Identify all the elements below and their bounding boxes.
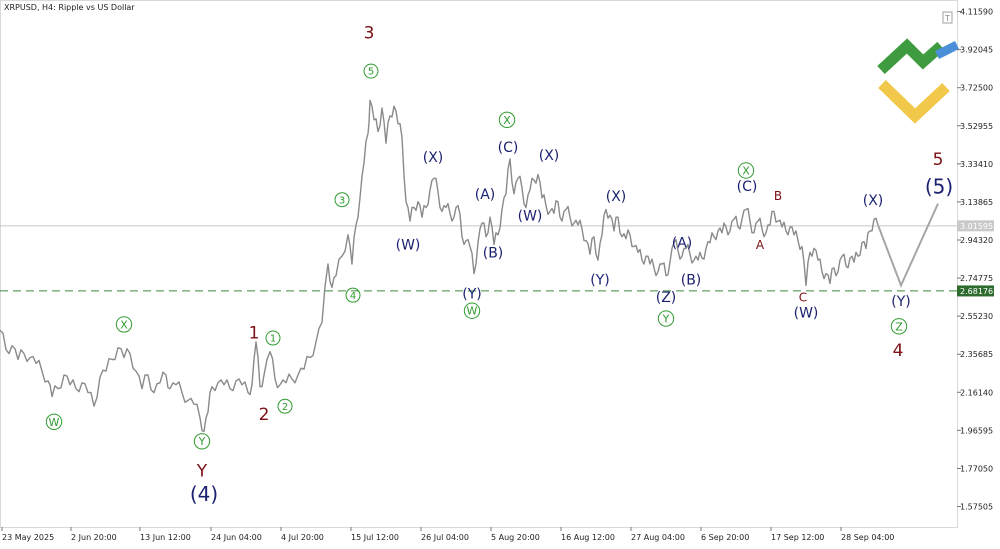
wave-label: (Y) xyxy=(891,294,910,310)
wave-label: (C) xyxy=(498,140,519,156)
x-tick-label: 2 Jun 20:00 xyxy=(71,533,117,542)
wave-label-circled: X xyxy=(737,162,755,179)
svg-text:W: W xyxy=(467,305,478,318)
wave-label: (X) xyxy=(606,189,627,205)
x-tick-label: 6 Sep 20:00 xyxy=(701,533,749,542)
svg-text:1: 1 xyxy=(270,334,276,345)
forecast-path xyxy=(877,203,939,289)
wave-label: (A) xyxy=(672,236,693,252)
svg-text:5: 5 xyxy=(368,67,374,78)
y-tick-label: 2.94320 xyxy=(960,236,993,245)
corner-indicator: T xyxy=(942,11,953,24)
price-series-line xyxy=(0,99,879,433)
wave-label: 1 xyxy=(249,323,260,343)
wave-label-circled: X xyxy=(115,316,133,333)
plot-frame xyxy=(0,0,958,528)
wave-label-circled: 3 xyxy=(334,192,350,208)
wave-label-circled: W xyxy=(45,413,63,430)
wave-label-circled: 2 xyxy=(277,398,293,414)
wave-label: (C) xyxy=(737,179,758,195)
x-tick-label: 17 Sep 12:00 xyxy=(771,533,824,542)
wave-label: B xyxy=(774,189,782,203)
wave-label: 3 xyxy=(364,23,375,43)
y-tick-label: 3.33410 xyxy=(960,160,993,169)
wave-label: A xyxy=(756,238,765,252)
svg-text:X: X xyxy=(503,114,511,127)
x-tick-label: 15 Jul 12:00 xyxy=(351,533,399,542)
wave-label: (W) xyxy=(794,306,819,322)
svg-text:Y: Y xyxy=(198,435,206,448)
wave-label-circled: Y xyxy=(193,433,211,450)
x-tick-label: 13 Jun 12:00 xyxy=(140,533,191,542)
wave-label: (5) xyxy=(925,174,953,198)
wave-label: (4) xyxy=(190,482,218,506)
y-tick-label: 3.13865 xyxy=(960,198,993,207)
wave-label: 4 xyxy=(893,341,904,361)
wave-label: (B) xyxy=(483,245,504,261)
level-price-tag: 2.68176 xyxy=(957,285,994,297)
svg-text:X: X xyxy=(742,164,750,177)
symbol-title: XRPUSD, H4: Ripple vs US Dollar xyxy=(4,3,135,12)
wave-label: (W) xyxy=(396,238,421,254)
wave-label: 2 xyxy=(259,405,270,425)
svg-text:3: 3 xyxy=(339,195,345,206)
brand-logo xyxy=(877,38,960,124)
wave-label: (X) xyxy=(423,150,444,166)
y-tick-label: 3.92045 xyxy=(960,46,993,55)
wave-label: (Y) xyxy=(462,286,481,302)
wave-label-circled: W xyxy=(463,302,481,319)
corner-label: T xyxy=(944,14,950,23)
wave-label-circled: Z xyxy=(890,318,908,335)
svg-text:Z: Z xyxy=(895,320,903,333)
x-tick-label: 27 Aug 04:00 xyxy=(631,533,685,542)
y-tick-label: 2.35685 xyxy=(960,350,993,359)
wave-label: (W) xyxy=(518,208,543,224)
wave-label: 5 xyxy=(933,150,944,170)
svg-text:2: 2 xyxy=(282,402,288,413)
svg-text:4: 4 xyxy=(350,291,356,302)
x-tick-label: 24 Jun 04:00 xyxy=(211,533,262,542)
wave-label: Y xyxy=(196,462,208,482)
x-tick-label: 28 Sep 04:00 xyxy=(841,533,894,542)
svg-text:W: W xyxy=(49,416,60,429)
svg-text:2.68176: 2.68176 xyxy=(960,287,993,296)
x-tick-label: 16 Aug 12:00 xyxy=(561,533,615,542)
y-tick-label: 3.52955 xyxy=(960,122,993,131)
y-tick-label: 2.55230 xyxy=(960,312,993,321)
wave-label: (X) xyxy=(863,193,884,209)
wave-label: (A) xyxy=(475,187,496,203)
x-tick-label: 5 Aug 20:00 xyxy=(491,533,540,542)
wave-label-circled: 1 xyxy=(265,330,281,346)
wave-label-circled: X xyxy=(498,111,516,129)
svg-text:X: X xyxy=(120,318,128,331)
wave-label: (X) xyxy=(539,148,560,164)
x-tick-label: 26 Jul 04:00 xyxy=(421,533,469,542)
x-tick-label: 23 May 2025 xyxy=(2,533,54,542)
y-tick-label: 1.96595 xyxy=(960,426,993,435)
current-price-tag: 3.01595 xyxy=(957,220,994,232)
svg-text:3.01595: 3.01595 xyxy=(960,222,993,231)
y-tick-label: 1.57505 xyxy=(960,503,993,512)
wave-label: (Y) xyxy=(590,273,609,289)
wave-label: (B) xyxy=(681,273,702,289)
y-tick-label: 3.72500 xyxy=(960,84,993,93)
wave-label-circled: 5 xyxy=(363,63,379,79)
y-tick-label: 1.77050 xyxy=(960,464,993,473)
y-tick-label: 4.11590 xyxy=(960,8,993,17)
wave-label: (Z) xyxy=(656,290,677,306)
y-tick-label: 2.16140 xyxy=(960,388,993,397)
svg-text:Y: Y xyxy=(662,313,670,326)
wave-label-circled: 4 xyxy=(345,287,361,303)
wave-label-circled: Y xyxy=(657,310,675,327)
x-tick-label: 4 Jul 20:00 xyxy=(281,533,324,542)
y-tick-label: 2.74775 xyxy=(960,274,993,283)
wave-label: C xyxy=(799,290,807,304)
